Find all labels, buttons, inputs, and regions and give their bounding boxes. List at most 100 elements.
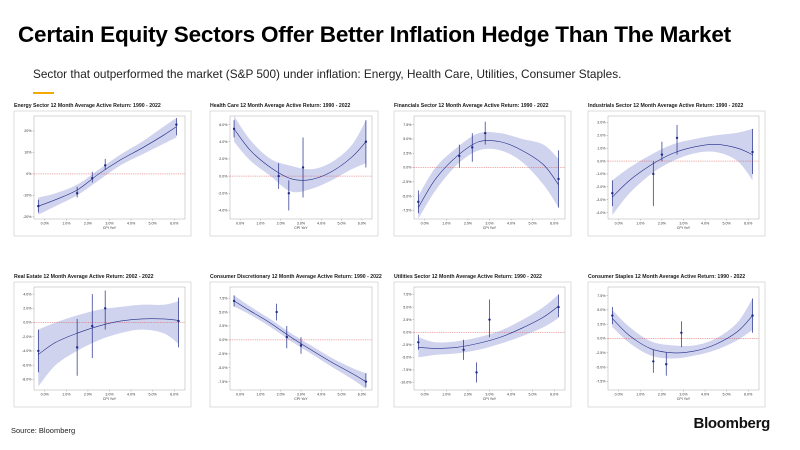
confidence-band xyxy=(418,294,559,358)
y-tick-label: -4.0% xyxy=(596,211,606,215)
y-tick-label: -10% xyxy=(23,194,32,198)
page-title: Certain Equity Sectors Offer Better Infl… xyxy=(18,22,731,47)
x-tick-label: 1.0% xyxy=(256,393,265,397)
chart-svg: Industrials Sector 12 Month Average Acti… xyxy=(587,103,766,237)
data-point xyxy=(364,380,368,383)
y-tick-label: -8.0% xyxy=(22,378,32,382)
x-tick-label: 3.0% xyxy=(485,393,494,397)
y-tick-label: 2.0% xyxy=(23,307,32,311)
fit-curve xyxy=(38,126,177,207)
y-tick-label: -7.5% xyxy=(218,380,228,384)
x-tick-label: 3.0% xyxy=(679,393,688,397)
y-tick-label: 7.5% xyxy=(597,294,606,298)
y-tick-label: 0.0% xyxy=(597,159,606,163)
confidence-band xyxy=(38,118,177,215)
data-point xyxy=(680,331,683,334)
y-tick-label: -2.5% xyxy=(402,343,412,347)
data-point xyxy=(462,348,465,352)
chart-title: Consumer Staples 12 Month Average Active… xyxy=(588,274,745,280)
y-tick-label: -5.0% xyxy=(218,366,228,370)
data-point xyxy=(177,319,180,323)
x-axis-label: CPI YoY xyxy=(294,397,308,401)
x-tick-label: 4.0% xyxy=(127,222,136,226)
x-axis-label: CPI YoY xyxy=(483,397,497,401)
x-tick-label: 4.0% xyxy=(507,222,516,226)
y-tick-label: 4.0% xyxy=(219,140,228,144)
data-point xyxy=(417,341,420,344)
y-tick-label: 4.0% xyxy=(23,292,32,296)
y-tick-label: 3.0% xyxy=(597,121,606,125)
data-point xyxy=(301,166,305,169)
x-tick-label: 4.0% xyxy=(127,393,136,397)
x-tick-label: 5.0% xyxy=(723,222,732,226)
x-tick-label: 2.0% xyxy=(277,393,286,397)
confidence-band xyxy=(418,131,559,219)
fit-curve xyxy=(418,305,559,349)
x-tick-label: 6.0% xyxy=(550,222,559,226)
x-axis-label: CPI YoY xyxy=(677,397,691,401)
brand-logo: Bloomberg xyxy=(693,415,771,432)
x-tick-label: 2.0% xyxy=(658,393,667,397)
y-tick-label: 2.0% xyxy=(597,134,606,138)
data-point xyxy=(652,172,655,176)
plot-frame xyxy=(587,281,766,408)
y-tick-label: -2.0% xyxy=(218,191,228,195)
data-point xyxy=(232,127,236,131)
x-tick-label: 2.0% xyxy=(658,222,667,226)
data-point xyxy=(471,146,474,149)
y-tick-label: 10% xyxy=(24,151,32,155)
chart-title: Real Estate 12 Month Average Active Retu… xyxy=(14,274,154,280)
chart-panel-consumer-staples: Consumer Staples 12 Month Average Active… xyxy=(584,272,769,409)
x-axis-label: CPI YoY xyxy=(483,226,497,230)
y-tick-label: 2.5% xyxy=(219,324,228,328)
confidence-band xyxy=(234,116,366,193)
y-tick-label: 1.0% xyxy=(597,146,606,150)
data-point xyxy=(483,131,487,135)
chart-svg: Utilities Sector 12 Month Average Active… xyxy=(393,274,572,408)
data-point xyxy=(660,153,664,156)
y-tick-label: -5.0% xyxy=(402,356,412,360)
y-tick-label: 5.0% xyxy=(219,310,228,314)
y-tick-label: 20% xyxy=(24,129,32,133)
y-tick-label: 0.0% xyxy=(23,321,32,325)
data-point xyxy=(277,174,280,178)
y-tick-label: 7.5% xyxy=(403,293,412,297)
data-point xyxy=(287,192,291,195)
y-tick-label: -7.5% xyxy=(402,368,412,372)
x-tick-label: 5.0% xyxy=(149,393,158,397)
y-tick-label: -2.5% xyxy=(218,352,228,356)
y-tick-label: -2.0% xyxy=(22,335,32,339)
y-tick-label: 5.0% xyxy=(403,137,412,141)
data-point xyxy=(37,204,40,208)
x-tick-label: 0.0% xyxy=(236,222,245,226)
data-point xyxy=(665,363,668,366)
chart-svg: Health Care 12 Month Average Active Retu… xyxy=(209,103,379,237)
y-tick-label: -3.0% xyxy=(596,198,606,202)
y-tick-label: -10.0% xyxy=(400,381,412,385)
y-tick-label: 7.5% xyxy=(403,123,412,127)
data-point xyxy=(232,299,236,303)
x-tick-label: 5.0% xyxy=(149,222,158,226)
chart-svg: Energy Sector 12 Month Average Active Re… xyxy=(13,103,192,237)
y-tick-label: 0.0% xyxy=(597,337,606,341)
x-tick-label: 3.0% xyxy=(679,222,688,226)
x-tick-label: 4.0% xyxy=(507,393,516,397)
x-tick-label: 4.0% xyxy=(701,222,710,226)
x-tick-label: 1.0% xyxy=(636,222,645,226)
x-axis-label: CPI YoY xyxy=(103,226,117,230)
x-tick-label: 5.0% xyxy=(337,222,346,226)
y-tick-label: 5.0% xyxy=(597,308,606,312)
chart-panel-energy: Energy Sector 12 Month Average Active Re… xyxy=(10,101,195,238)
data-point xyxy=(611,192,614,195)
y-tick-label: 6.0% xyxy=(219,123,228,127)
chart-title: Industrials Sector 12 Month Average Acti… xyxy=(588,103,744,109)
x-axis-label: CPI YoY xyxy=(294,226,308,230)
x-tick-label: 2.0% xyxy=(464,393,473,397)
x-tick-label: 4.0% xyxy=(701,393,710,397)
y-tick-label: 0.0% xyxy=(403,330,412,334)
y-tick-label: 2.5% xyxy=(403,151,412,155)
data-point xyxy=(611,314,614,317)
chart-panel-health-care: Health Care 12 Month Average Active Retu… xyxy=(206,101,382,238)
data-point xyxy=(103,164,107,167)
x-tick-label: 5.0% xyxy=(337,393,346,397)
